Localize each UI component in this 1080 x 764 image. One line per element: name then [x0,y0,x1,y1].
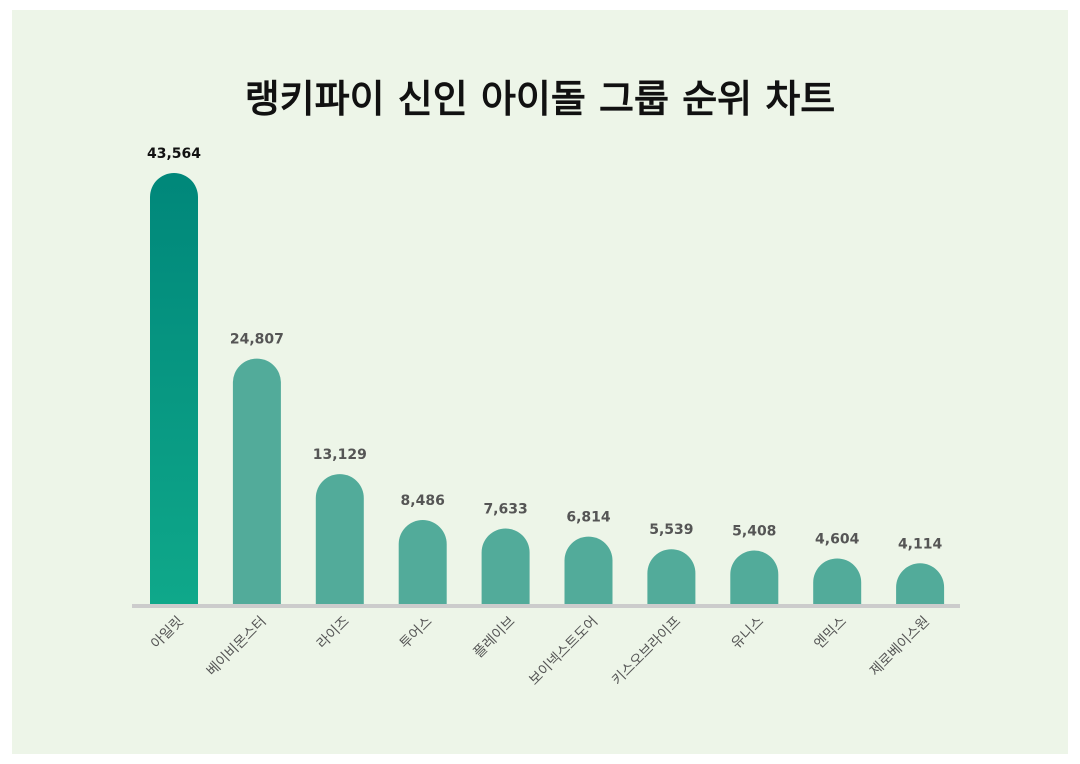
bar-9 [813,558,862,604]
value-label-8: 5,408 [732,523,776,539]
category-label-6: 보이넥스트도어 [526,614,601,689]
bar-10 [896,563,945,604]
bar-8 [730,550,779,604]
category-label-10: 제로베이스원 [867,614,933,680]
value-label-6: 6,814 [566,510,611,526]
bar-7 [647,549,696,604]
bar-1 [150,173,198,604]
category-label-8: 유니스 [728,613,767,652]
bar-2 [232,358,281,604]
category-label-1: 아일릿 [148,614,187,653]
category-label-9: 엔믹스 [811,613,850,652]
value-label-4: 8,486 [401,493,445,509]
value-label-9: 4,604 [815,531,860,547]
category-label-7: 키스오브라이프 [609,613,684,688]
category-label-5: 플레이브 [471,613,519,661]
bar-5 [481,528,530,604]
value-label-10: 4,114 [898,536,943,552]
value-label-3: 13,129 [313,447,367,463]
chart-title: 랭키파이 신인 아이돌 그룹 순위 차트 [244,77,836,121]
bar-3 [315,474,364,604]
value-label-2: 24,807 [230,332,284,348]
category-label-2: 베이비몬스터 [204,614,270,680]
value-label-1: 43,564 [147,146,201,162]
bar-4 [398,520,447,604]
value-label-7: 5,539 [649,522,693,538]
category-label-3: 라이즈 [314,613,353,652]
bar-6 [564,536,613,604]
value-label-5: 7,633 [483,501,527,517]
category-label-4: 투어스 [397,613,436,652]
